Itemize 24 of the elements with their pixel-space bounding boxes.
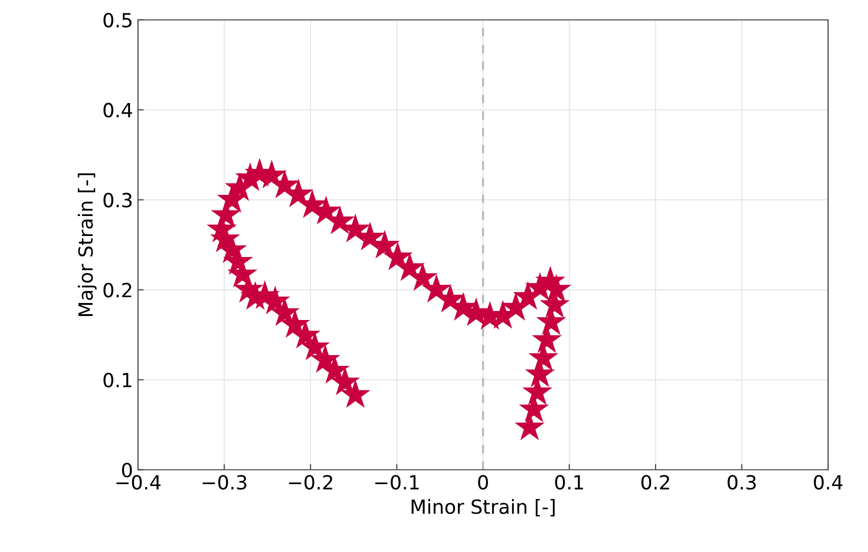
point: [330, 366, 360, 396]
y-tick-label: 0.5: [104, 12, 132, 28]
y-tick-label: 0.2: [104, 282, 132, 298]
point: [310, 344, 340, 373]
y-tick-label: 0.1: [104, 372, 132, 388]
x-tick-label: 0.2: [641, 474, 670, 490]
x-tick-label: 0.1: [555, 474, 583, 490]
x-tick-label: −0.4: [116, 474, 161, 490]
x-axis-title: Minor Strain [-]: [412, 498, 555, 516]
point: [324, 206, 355, 234]
x-tick-label: −0.1: [375, 474, 419, 490]
y-tick-label: 0: [122, 462, 132, 478]
y-tick-label: 0.3: [104, 192, 132, 208]
x-tick-label: 0: [478, 474, 488, 490]
y-axis-title: Major Strain [-]: [78, 173, 97, 316]
x-tick-label: −0.3: [202, 474, 246, 490]
point: [280, 309, 310, 338]
x-tick-label: 0.3: [728, 474, 756, 490]
point: [382, 242, 413, 270]
x-tick-label: 0.4: [814, 474, 842, 490]
point: [408, 262, 438, 291]
x-tick-label: −0.2: [288, 474, 332, 490]
y-tick-label: 0.4: [104, 102, 132, 118]
point: [340, 379, 370, 408]
